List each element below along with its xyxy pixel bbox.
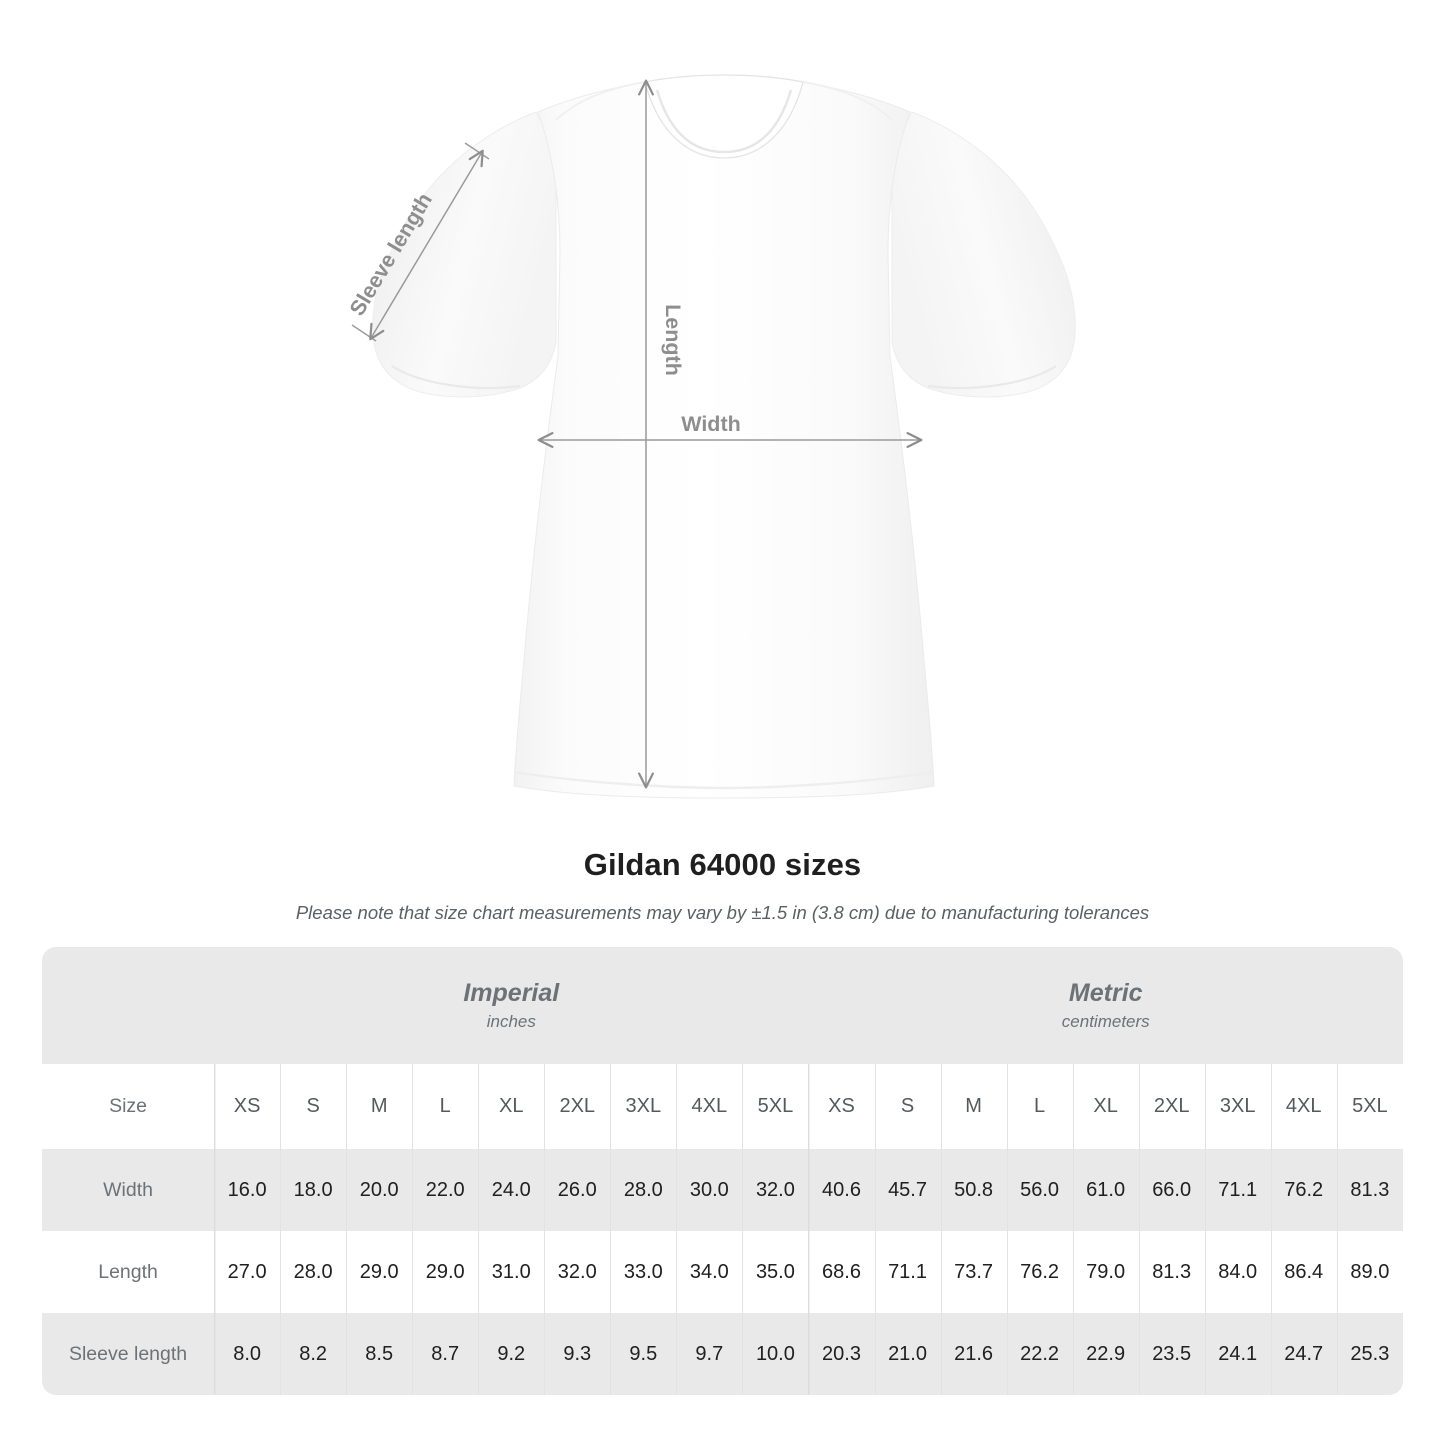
size-col-metric-xs: XS — [808, 1064, 875, 1149]
size-header-row: Size XS S M L XL 2XL 3XL 4XL 5XL XS S M … — [42, 1064, 1403, 1149]
cell-sleeve-metric-m: 21.6 — [940, 1313, 1007, 1395]
cell-length-imperial-l: 29.0 — [412, 1231, 479, 1313]
size-header-label: Size — [42, 1064, 215, 1149]
size-col-imperial-2xl: 2XL — [544, 1064, 611, 1149]
cell-width-imperial-5xl: 32.0 — [742, 1149, 809, 1231]
cell-sleeve-imperial-s: 8.2 — [280, 1313, 347, 1395]
cell-sleeve-metric-s: 21.0 — [874, 1313, 941, 1395]
cell-length-imperial-xs: 27.0 — [214, 1231, 281, 1313]
size-col-imperial-xs: XS — [214, 1064, 281, 1149]
size-col-metric-3xl: 3XL — [1204, 1064, 1271, 1149]
cell-sleeve-metric-3xl: 24.1 — [1204, 1313, 1271, 1395]
cell-width-metric-m: 50.8 — [940, 1149, 1007, 1231]
cell-length-metric-5xl: 89.0 — [1336, 1231, 1403, 1313]
cell-sleeve-imperial-xs: 8.0 — [214, 1313, 281, 1395]
cell-length-imperial-xl: 31.0 — [478, 1231, 545, 1313]
cell-sleeve-imperial-5xl: 10.0 — [742, 1313, 809, 1395]
size-col-imperial-3xl: 3XL — [610, 1064, 677, 1149]
cell-width-metric-l: 56.0 — [1006, 1149, 1073, 1231]
cell-width-metric-4xl: 76.2 — [1270, 1149, 1337, 1231]
row-label-length: Length — [42, 1231, 215, 1313]
unit-title-metric: Metric — [1068, 978, 1143, 1007]
cell-length-metric-4xl: 86.4 — [1270, 1231, 1337, 1313]
table-row: Sleeve length 8.0 8.2 8.5 8.7 9.2 9.3 9.… — [42, 1313, 1403, 1395]
cell-sleeve-imperial-2xl: 9.3 — [544, 1313, 611, 1395]
unit-sub-imperial: inches — [486, 1011, 536, 1031]
cell-sleeve-imperial-l: 8.7 — [412, 1313, 479, 1395]
width-label: Width — [681, 412, 741, 436]
size-col-imperial-l: L — [412, 1064, 479, 1149]
cell-width-imperial-m: 20.0 — [346, 1149, 413, 1231]
cell-sleeve-metric-4xl: 24.7 — [1270, 1313, 1337, 1395]
tshirt-illustration: Sleeve length Length Width — [345, 74, 1076, 799]
cell-width-imperial-4xl: 30.0 — [676, 1149, 743, 1231]
table-row: Length 27.0 28.0 29.0 29.0 31.0 32.0 33.… — [42, 1231, 1403, 1313]
size-col-imperial-5xl: 5XL — [742, 1064, 809, 1149]
cell-length-metric-xs: 68.6 — [808, 1231, 875, 1313]
chart-title-block: Gildan 64000 sizes Please note that size… — [0, 845, 1445, 925]
size-col-imperial-s: S — [280, 1064, 347, 1149]
cell-sleeve-imperial-3xl: 9.5 — [610, 1313, 677, 1395]
size-col-metric-4xl: 4XL — [1270, 1064, 1337, 1149]
row-label-width: Width — [42, 1149, 215, 1231]
cell-width-metric-s: 45.7 — [874, 1149, 941, 1231]
cell-width-imperial-xs: 16.0 — [214, 1149, 281, 1231]
width-dimension: Width — [537, 412, 923, 448]
cell-length-imperial-s: 28.0 — [280, 1231, 347, 1313]
row-label-sleeve-length: Sleeve length — [42, 1313, 215, 1395]
cell-width-imperial-s: 18.0 — [280, 1149, 347, 1231]
size-col-metric-s: S — [874, 1064, 941, 1149]
cell-sleeve-metric-xs: 20.3 — [808, 1313, 875, 1395]
cell-length-imperial-5xl: 35.0 — [742, 1231, 809, 1313]
cell-sleeve-metric-5xl: 25.3 — [1336, 1313, 1403, 1395]
unit-title-imperial: Imperial — [463, 978, 560, 1007]
cell-sleeve-metric-2xl: 23.5 — [1138, 1313, 1205, 1395]
size-col-imperial-4xl: 4XL — [676, 1064, 743, 1149]
cell-length-imperial-2xl: 32.0 — [544, 1231, 611, 1313]
size-chart-table: Imperial inches Metric centimeters Size … — [42, 947, 1403, 1395]
cell-width-metric-2xl: 66.0 — [1138, 1149, 1205, 1231]
cell-width-imperial-xl: 24.0 — [478, 1149, 545, 1231]
cell-width-imperial-2xl: 26.0 — [544, 1149, 611, 1231]
cell-length-metric-2xl: 81.3 — [1138, 1231, 1205, 1313]
size-col-imperial-m: M — [346, 1064, 413, 1149]
cell-length-metric-xl: 79.0 — [1072, 1231, 1139, 1313]
cell-sleeve-imperial-4xl: 9.7 — [676, 1313, 743, 1395]
cell-length-metric-3xl: 84.0 — [1204, 1231, 1271, 1313]
cell-length-imperial-m: 29.0 — [346, 1231, 413, 1313]
cell-sleeve-metric-l: 22.2 — [1006, 1313, 1073, 1395]
cell-length-metric-s: 71.1 — [874, 1231, 941, 1313]
cell-width-metric-xl: 61.0 — [1072, 1149, 1139, 1231]
cell-length-metric-l: 76.2 — [1006, 1231, 1073, 1313]
size-col-metric-xl: XL — [1072, 1064, 1139, 1149]
cell-sleeve-imperial-xl: 9.2 — [478, 1313, 545, 1395]
cell-sleeve-imperial-m: 8.5 — [346, 1313, 413, 1395]
cell-width-imperial-3xl: 28.0 — [610, 1149, 677, 1231]
unit-group-imperial: Imperial inches — [214, 947, 809, 1064]
cell-width-metric-xs: 40.6 — [808, 1149, 875, 1231]
unit-band-row: Imperial inches Metric centimeters — [42, 947, 1403, 1064]
table-row: Width 16.0 18.0 20.0 22.0 24.0 26.0 28.0… — [42, 1149, 1403, 1231]
tolerance-note: Please note that size chart measurements… — [295, 902, 1150, 923]
page-title: Gildan 64000 sizes — [583, 847, 862, 882]
shirt-shape — [372, 74, 1076, 799]
cell-length-imperial-3xl: 33.0 — [610, 1231, 677, 1313]
cell-length-imperial-4xl: 34.0 — [676, 1231, 743, 1313]
length-label: Length — [661, 304, 685, 376]
cell-sleeve-metric-xl: 22.9 — [1072, 1313, 1139, 1395]
cell-width-metric-5xl: 81.3 — [1336, 1149, 1403, 1231]
unit-band-spacer — [42, 947, 215, 1064]
size-col-metric-5xl: 5XL — [1336, 1064, 1403, 1149]
unit-sub-metric: centimeters — [1061, 1011, 1150, 1031]
cell-length-metric-m: 73.7 — [940, 1231, 1007, 1313]
size-col-metric-2xl: 2XL — [1138, 1064, 1205, 1149]
tshirt-measurement-diagram: Sleeve length Length Width — [345, 74, 1076, 799]
size-col-metric-l: L — [1006, 1064, 1073, 1149]
size-col-imperial-xl: XL — [478, 1064, 545, 1149]
cell-width-metric-3xl: 71.1 — [1204, 1149, 1271, 1231]
size-col-metric-m: M — [940, 1064, 1007, 1149]
unit-group-metric: Metric centimeters — [808, 947, 1403, 1064]
cell-width-imperial-l: 22.0 — [412, 1149, 479, 1231]
